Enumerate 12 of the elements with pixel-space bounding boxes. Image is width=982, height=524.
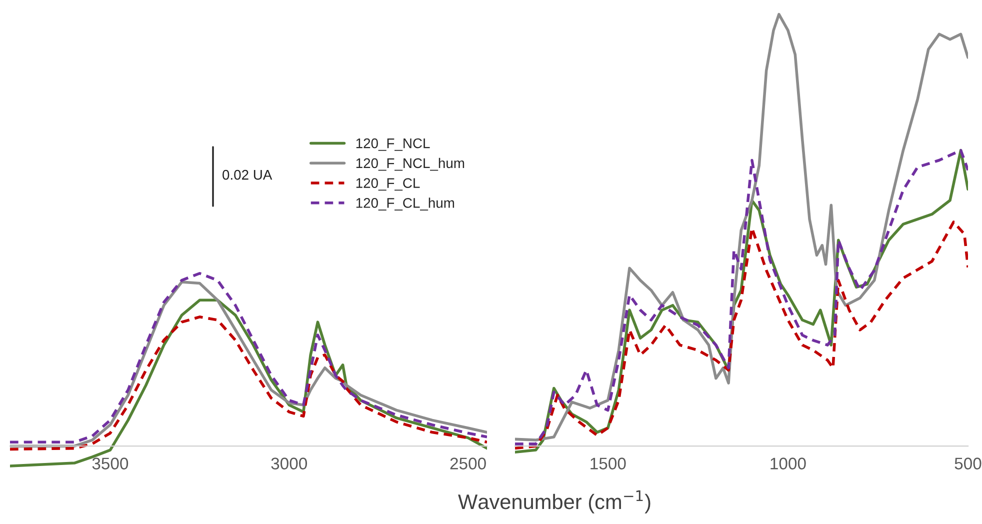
x-tick-label: 1500 [590,458,626,470]
x-tick-label: 500 [954,458,982,470]
x-tick-label: 3500 [92,458,128,470]
x-tick-label: 2500 [450,458,486,470]
x-tick-label: 1000 [770,458,806,470]
legend-label: 120_F_CL_hum [356,198,454,210]
x-tick-label: 3000 [271,458,308,470]
legend-label: 120_F_NCL [356,138,430,151]
legend-label: 120_F_CL [356,178,420,191]
x-axis-title: Wavenumber (cm$^{−1}$) [458,490,650,514]
text: 0.02 UA [222,170,272,180]
legend-label: 120_F_NCL_hum [356,158,464,171]
